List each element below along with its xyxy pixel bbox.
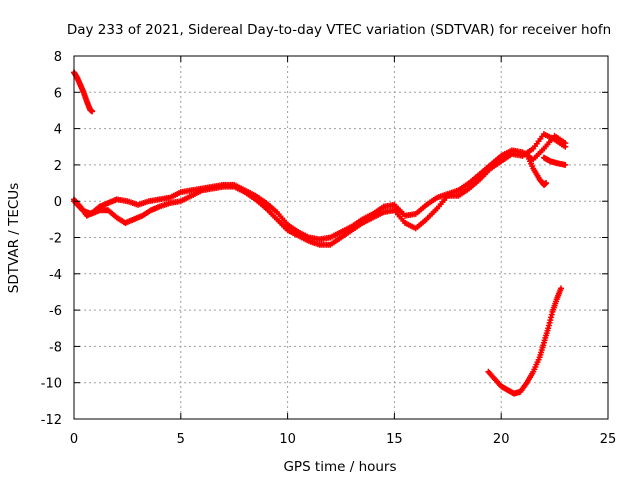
y-tick-label: -8 — [49, 340, 62, 355]
x-tick-label: 10 — [279, 432, 296, 447]
series-track-late-low — [485, 285, 565, 397]
x-tick-label: 0 — [70, 432, 78, 447]
chart-title: Day 233 of 2021, Sidereal Day-to-day VTE… — [67, 22, 611, 38]
data-point — [562, 143, 569, 150]
data-layer — [71, 69, 569, 397]
x-axis-label: GPS time / hours — [283, 459, 396, 475]
y-tick-label: -4 — [49, 268, 62, 283]
y-tick-label: -2 — [49, 232, 62, 247]
y-tick-label: 2 — [54, 159, 62, 174]
y-tick-label: 6 — [54, 86, 62, 101]
series-track-branch-late-2 — [540, 154, 569, 168]
x-tick-label: 15 — [386, 432, 403, 447]
y-tick-label: -6 — [49, 304, 62, 319]
x-tick-label: 25 — [600, 432, 617, 447]
data-point — [558, 285, 565, 292]
x-tick-label: 20 — [493, 432, 510, 447]
y-axis-label: SDTVAR / TECUs — [6, 183, 22, 293]
y-tick-label: 0 — [54, 195, 62, 210]
series-track-branch-late — [523, 151, 550, 188]
data-point — [562, 161, 569, 168]
data-point — [543, 180, 550, 187]
x-tick-label: 5 — [177, 432, 185, 447]
y-tick-label: -12 — [41, 413, 62, 428]
y-tick-label: 8 — [54, 50, 62, 65]
series-track-main-b — [71, 131, 569, 248]
y-tick-label: 4 — [54, 123, 62, 138]
y-tick-label: -10 — [41, 377, 62, 392]
tick-layer: 0 5 10 15 20 25 -12 -10 -8 -6 -4 -2 0 2 4 6 8 — [41, 50, 617, 447]
data-point — [89, 108, 96, 115]
